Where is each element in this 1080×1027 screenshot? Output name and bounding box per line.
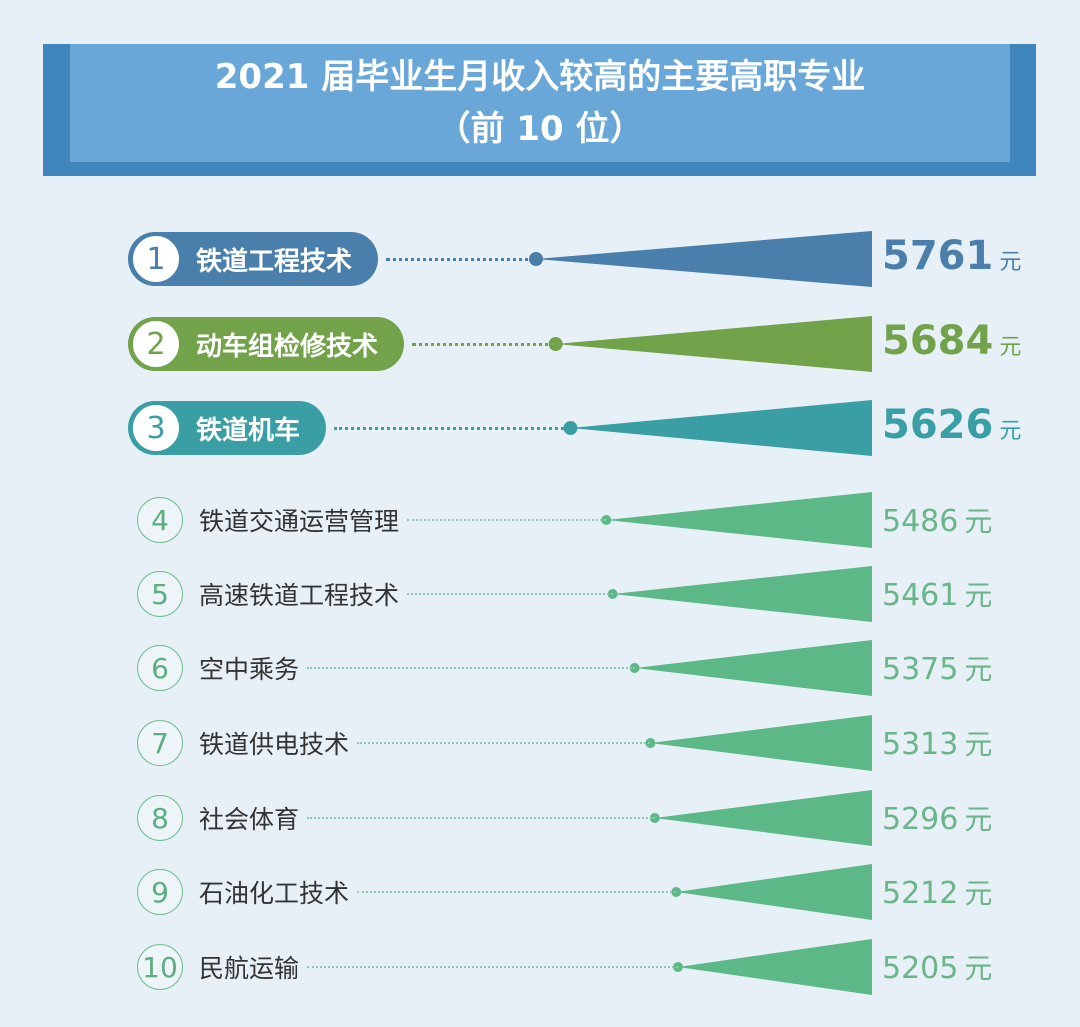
data-label: 5313 元 xyxy=(882,723,992,763)
rank-badge: 10 xyxy=(137,944,183,990)
rank-badge: 1 xyxy=(130,233,182,285)
list-item: 10 民航运输 xyxy=(128,937,678,997)
category-label: 铁道供电技术 xyxy=(199,730,350,759)
list-item: 7 铁道供电技术 xyxy=(128,713,651,773)
data-label: 5684 元 xyxy=(882,318,1021,364)
category-label: 铁道机车 xyxy=(196,415,301,446)
unit-text: 元 xyxy=(964,728,993,761)
rank-badge: 6 xyxy=(137,645,183,691)
list-item: 1 铁道工程技术 xyxy=(128,229,536,289)
rank-badge: 4 xyxy=(137,497,183,543)
dotted-leader xyxy=(407,519,607,521)
value-text: 5626 xyxy=(882,402,994,448)
dotted-leader xyxy=(307,966,678,968)
bar-tip-dot xyxy=(629,663,640,673)
chart-subtitle: （前 10 位） xyxy=(436,109,644,149)
category-label: 铁道交通运营管理 xyxy=(199,507,400,536)
category-label: 高速铁道工程技术 xyxy=(199,581,400,610)
data-label: 5486 元 xyxy=(882,500,992,540)
category-label: 动车组检修技术 xyxy=(196,331,379,362)
bar-tip-dot xyxy=(563,421,578,435)
rank-badge: 9 xyxy=(137,869,183,915)
dotted-leader xyxy=(307,667,635,669)
dotted-leader xyxy=(357,742,651,744)
bar-triangle xyxy=(676,864,872,920)
bar-tip-dot xyxy=(601,515,612,525)
rank-badge: 8 xyxy=(137,795,183,841)
category-label: 社会体育 xyxy=(199,805,300,834)
bar-triangle xyxy=(555,316,872,372)
bar-tip-dot xyxy=(529,252,543,266)
unit-text: 元 xyxy=(964,952,993,985)
category-label: 石油化工技术 xyxy=(199,879,350,908)
value-text: 5684 xyxy=(882,318,994,364)
bar-triangle xyxy=(570,400,872,456)
bar-tip-dot xyxy=(671,887,682,897)
list-item: 6 空中乘务 xyxy=(128,638,635,698)
bar-triangle xyxy=(650,715,872,771)
data-label: 5461 元 xyxy=(882,574,992,614)
chart-title: 2021 届毕业生月收入较高的主要高职专业 xyxy=(214,57,866,97)
data-label: 5296 元 xyxy=(882,798,992,838)
unit-text: 元 xyxy=(999,419,1022,444)
value-text: 5461 xyxy=(882,578,959,613)
bar-tip-dot xyxy=(548,337,563,351)
rank-badge: 7 xyxy=(137,720,183,766)
rank-pill: 1 铁道工程技术 xyxy=(128,232,379,286)
unit-text: 元 xyxy=(964,803,993,836)
bar-triangle xyxy=(654,790,872,846)
bar-triangle xyxy=(606,492,872,548)
data-label: 5212 元 xyxy=(882,872,992,912)
bar-triangle xyxy=(634,640,872,696)
bar-tip-dot xyxy=(645,738,656,748)
list-item: 5 高速铁道工程技术 xyxy=(128,564,613,624)
dotted-leader xyxy=(357,891,677,893)
data-label: 5626 元 xyxy=(882,402,1021,448)
category-label: 民航运输 xyxy=(199,954,300,983)
bar-triangle xyxy=(536,231,872,287)
value-text: 5296 xyxy=(882,802,959,837)
rank-pill: 3 铁道机车 xyxy=(128,401,327,455)
rank-badge: 3 xyxy=(130,402,182,454)
bar-tip-dot xyxy=(649,813,660,823)
list-item: 2 动车组检修技术 xyxy=(128,314,556,374)
list-item: 9 石油化工技术 xyxy=(128,862,677,922)
dotted-leader xyxy=(386,257,536,261)
unit-text: 元 xyxy=(999,335,1022,360)
value-text: 5212 xyxy=(882,876,959,911)
list-item: 8 社会体育 xyxy=(128,788,655,848)
dotted-leader xyxy=(307,817,655,819)
bar-triangle xyxy=(678,939,872,995)
data-label: 5375 元 xyxy=(882,648,992,688)
value-text: 5486 xyxy=(882,504,959,539)
unit-text: 元 xyxy=(999,250,1022,275)
list-item: 4 铁道交通运营管理 xyxy=(128,490,607,550)
unit-text: 元 xyxy=(964,579,993,612)
data-label: 5761 元 xyxy=(882,233,1021,279)
title-box: 2021 届毕业生月收入较高的主要高职专业 （前 10 位） xyxy=(70,44,1010,162)
rank-badge: 5 xyxy=(137,571,183,617)
bar-tip-dot xyxy=(607,589,618,599)
bar-tip-dot xyxy=(673,962,684,972)
rank-badge: 2 xyxy=(130,318,182,370)
list-item: 3 铁道机车 xyxy=(128,398,571,458)
value-text: 5761 xyxy=(882,233,994,279)
value-text: 5205 xyxy=(882,951,959,986)
unit-text: 元 xyxy=(964,877,993,910)
bar-triangle xyxy=(612,566,872,622)
unit-text: 元 xyxy=(964,653,993,686)
dotted-leader xyxy=(334,426,571,430)
unit-text: 元 xyxy=(964,505,993,538)
category-label: 空中乘务 xyxy=(199,655,300,684)
dotted-leader xyxy=(412,342,556,346)
value-text: 5375 xyxy=(882,652,959,687)
value-text: 5313 xyxy=(882,727,959,762)
data-label: 5205 元 xyxy=(882,947,992,987)
rank-pill: 2 动车组检修技术 xyxy=(128,317,405,371)
dotted-leader xyxy=(407,593,613,595)
category-label: 铁道工程技术 xyxy=(196,246,353,277)
